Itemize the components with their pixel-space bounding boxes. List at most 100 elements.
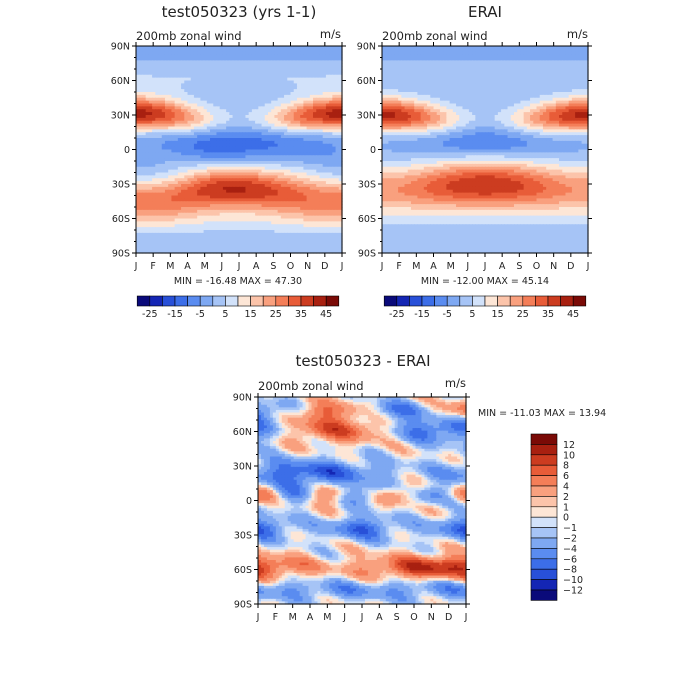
contour-cell bbox=[210, 94, 214, 99]
contour-cell bbox=[277, 48, 282, 53]
contour-cell bbox=[184, 86, 189, 90]
contour-cell bbox=[293, 66, 298, 70]
panel-title: test050323 (yrs 1-1) bbox=[162, 3, 317, 21]
contour-cell bbox=[316, 66, 321, 70]
contour-cell bbox=[210, 83, 214, 87]
contour-cell bbox=[190, 97, 195, 102]
contour-cell bbox=[251, 46, 256, 50]
contour-cell bbox=[168, 71, 173, 76]
contour-cell bbox=[300, 86, 304, 90]
contour-cell bbox=[319, 89, 324, 93]
contour-cell bbox=[216, 48, 221, 53]
contour-cell bbox=[213, 86, 218, 90]
x-tick-label: D bbox=[321, 261, 328, 272]
panel-subtitle: 200mb zonal wind bbox=[136, 29, 242, 43]
contour-cell bbox=[267, 60, 272, 64]
contour-cell bbox=[152, 77, 156, 82]
contour-cell bbox=[261, 74, 266, 79]
contour-cell bbox=[239, 48, 243, 53]
contour-cell bbox=[200, 74, 205, 79]
contour-cell bbox=[316, 69, 321, 73]
contour-cell bbox=[155, 92, 160, 96]
contour-cell bbox=[155, 48, 160, 53]
contour-cell bbox=[213, 83, 218, 87]
contour-cell bbox=[177, 74, 182, 79]
contour-cell bbox=[322, 57, 327, 61]
contour-cell bbox=[190, 80, 195, 84]
contour-cell bbox=[245, 94, 250, 99]
contour-cell bbox=[232, 51, 237, 56]
contour-cell bbox=[329, 69, 333, 73]
contour-cell bbox=[271, 94, 276, 99]
contour-cell bbox=[338, 86, 343, 90]
contour-cell bbox=[335, 80, 340, 84]
contour-cell bbox=[152, 51, 156, 56]
contour-cell bbox=[161, 66, 166, 70]
contour-cell bbox=[213, 48, 218, 53]
contour-cell bbox=[338, 74, 343, 79]
contour-cell bbox=[338, 48, 343, 53]
contour-cell bbox=[203, 63, 208, 67]
contour-cell bbox=[316, 97, 321, 102]
contour-cell bbox=[332, 74, 337, 79]
contour-cell bbox=[300, 51, 304, 56]
contour-cell bbox=[264, 69, 269, 73]
contour-cell bbox=[338, 63, 343, 67]
contour-cell bbox=[261, 86, 266, 90]
contour-cell bbox=[193, 46, 198, 50]
contour-cell bbox=[232, 69, 237, 73]
contour-cell bbox=[280, 46, 285, 50]
contour-cell bbox=[171, 83, 176, 87]
contour-cell bbox=[187, 48, 192, 53]
contour-cell bbox=[338, 66, 343, 70]
contour-cell bbox=[274, 74, 279, 79]
colorbar-box bbox=[300, 295, 314, 307]
contour-cell bbox=[239, 94, 243, 99]
contour-cell bbox=[258, 71, 263, 76]
y-tick-label: 30N bbox=[111, 111, 130, 122]
contour-cell bbox=[264, 51, 269, 56]
contour-cell bbox=[187, 83, 192, 87]
contour-cell bbox=[309, 86, 314, 90]
contour-cell bbox=[338, 97, 343, 102]
contour-cell bbox=[293, 71, 298, 76]
contour-cell bbox=[338, 92, 343, 96]
contour-cell bbox=[171, 51, 176, 56]
contour-cell bbox=[264, 80, 269, 84]
contour-cell bbox=[219, 48, 224, 53]
contour-cell bbox=[158, 86, 163, 90]
contour-cell bbox=[213, 60, 218, 64]
contour-cell bbox=[210, 86, 214, 90]
contour-cell bbox=[177, 66, 182, 70]
contour-cell bbox=[148, 97, 153, 102]
contour-cell bbox=[152, 86, 156, 90]
contour-cell bbox=[168, 94, 173, 99]
contour-cell bbox=[184, 100, 189, 105]
contour-cell bbox=[274, 69, 279, 73]
contour-cell bbox=[200, 63, 205, 67]
contour-cell bbox=[193, 54, 198, 59]
contour-cell bbox=[309, 51, 314, 56]
contour-cell bbox=[174, 54, 179, 59]
contour-cell bbox=[136, 69, 140, 73]
contour-cell bbox=[264, 94, 269, 99]
contour-cell bbox=[174, 63, 179, 67]
contour-cell bbox=[232, 60, 237, 64]
contour-cell bbox=[216, 74, 221, 79]
contour-cell bbox=[168, 57, 173, 61]
contour-cell bbox=[296, 86, 301, 90]
contour-cell bbox=[174, 57, 179, 61]
colorbar-box bbox=[237, 295, 251, 307]
contour-cell bbox=[203, 94, 208, 99]
contour-cell bbox=[158, 97, 163, 102]
contour-cell bbox=[235, 51, 240, 56]
contour-cell bbox=[242, 74, 247, 79]
contour-cell bbox=[161, 48, 166, 53]
contour-cell bbox=[193, 60, 198, 64]
contour-cell bbox=[226, 97, 230, 102]
contour-cell bbox=[168, 46, 173, 50]
contour-cell bbox=[248, 89, 253, 93]
contour-cell bbox=[245, 48, 250, 53]
contour-cell bbox=[171, 97, 176, 102]
contour-cell bbox=[325, 71, 330, 76]
